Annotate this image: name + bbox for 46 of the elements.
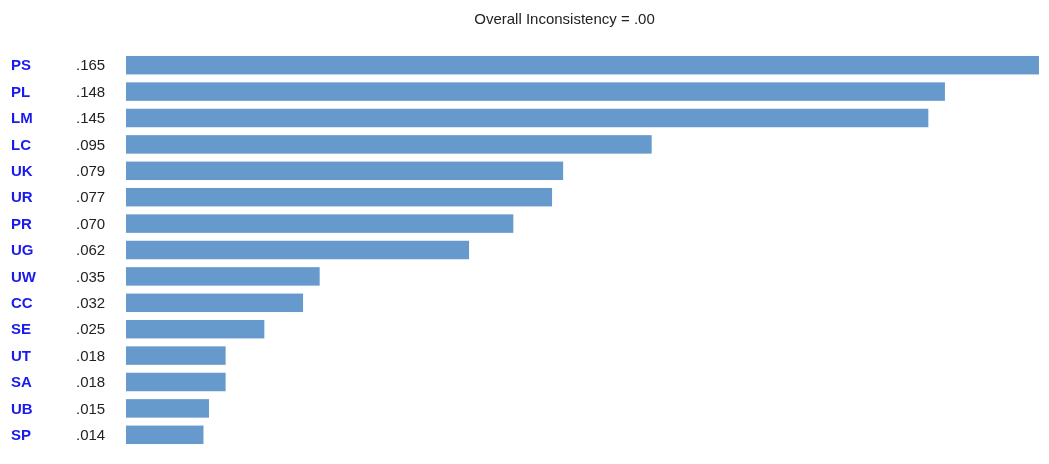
y-tick-label: SE [11,320,32,338]
y-tick-label: UR [11,188,33,206]
data-label: .165 [76,56,106,74]
bar [126,346,226,365]
data-label: .077 [76,188,106,206]
bar [126,82,945,101]
y-tick-label: LM [11,109,33,127]
data-label: .148 [76,82,106,100]
bar [126,399,209,418]
data-label: .079 [76,162,106,180]
data-label: .070 [76,214,106,232]
y-tick-label: LC [11,135,32,153]
y-tick-label: CC [11,294,33,312]
bar [126,187,553,207]
data-label: .015 [76,399,106,417]
data-label: .035 [76,267,106,285]
data-label: .032 [76,294,106,312]
bar [126,425,204,445]
y-tick-label: UB [11,399,33,417]
bar [126,240,470,260]
bar [126,267,320,286]
y-tick-label: SA [11,373,32,391]
data-label: .062 [76,241,106,259]
y-tick-label: PL [11,82,31,100]
bar [126,214,514,233]
data-label: .025 [76,320,106,338]
y-tick-label: UG [11,241,34,259]
data-label: .014 [76,426,106,444]
data-label: .018 [76,373,106,391]
bar [126,319,265,339]
y-tick-label: PS [11,56,32,74]
y-tick-label: SP [11,426,32,444]
bar [126,108,929,128]
y-tick-label: UW [11,267,37,285]
y-tick-label: PR [11,214,32,232]
data-label: .145 [76,109,106,127]
bar [126,55,1039,75]
data-label: .018 [76,346,106,364]
data-label: .095 [76,135,106,153]
bar [126,372,226,392]
bar [126,135,652,154]
chart-title: Overall Inconsistency = .00 [474,10,655,27]
bar [126,161,564,181]
y-tick-label: UK [11,162,33,180]
y-tick-label: UT [11,346,31,364]
bar [126,293,304,313]
